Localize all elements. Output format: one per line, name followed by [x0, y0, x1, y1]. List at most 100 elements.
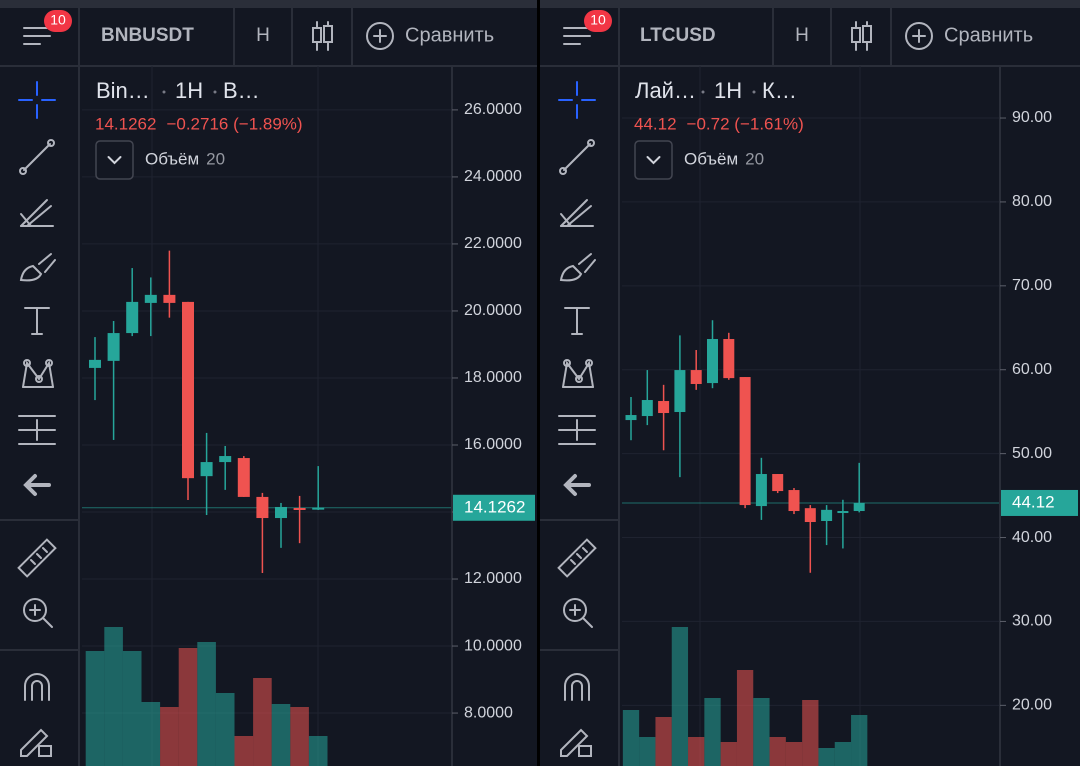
y-tick-label: 40.00 [1012, 529, 1052, 546]
candle-body [707, 339, 718, 384]
fib-tool[interactable] [560, 199, 594, 227]
lock-tool-part [38, 745, 52, 757]
text-tool[interactable] [564, 307, 590, 335]
pattern-tool-part [35, 375, 43, 383]
y-tick-label: 60.00 [1012, 361, 1052, 378]
chart-style-button-part [851, 27, 861, 43]
y-tick-label: 16.0000 [464, 436, 522, 453]
brush-tool[interactable] [19, 253, 56, 282]
zoom-tool-part [563, 598, 587, 622]
chart-style-button[interactable] [312, 21, 333, 51]
menu-button[interactable] [23, 27, 51, 45]
y-tick-label: 30.00 [1012, 613, 1052, 630]
ruler-tool-part [17, 538, 57, 578]
chevron[interactable] [646, 156, 661, 165]
volume-bar [234, 736, 254, 766]
lock-tool[interactable] [560, 728, 592, 757]
candle-body [126, 301, 139, 334]
volume-bar [271, 704, 291, 766]
compare-button[interactable]: Сравнить [405, 24, 494, 46]
candle-body [200, 462, 213, 477]
study-name: Объём [684, 149, 738, 168]
candle-body [237, 458, 250, 497]
magnet-tool[interactable] [24, 673, 50, 701]
study-toggle[interactable] [95, 140, 134, 180]
volume-bar [736, 670, 754, 766]
candle-body [144, 294, 157, 303]
crosshair-tool[interactable] [558, 81, 596, 119]
pattern-tool-part [563, 359, 571, 367]
y-tick-label: 24.0000 [464, 168, 522, 185]
ruler-tool-part [30, 559, 36, 565]
volume-bar [655, 717, 672, 766]
study-toggle[interactable] [634, 140, 673, 180]
chevron-part [646, 156, 661, 165]
chart-panel: 10 BNBUSDT H Сравнить 8.0000 10.0000 12.0000 14… [0, 0, 537, 766]
trendline-tool[interactable] [19, 139, 55, 175]
fib-tool-part [566, 205, 592, 227]
measure-tool[interactable] [18, 415, 56, 445]
lock-tool[interactable] [20, 728, 52, 757]
measure-tool[interactable] [558, 415, 596, 445]
brush-tool[interactable] [559, 253, 596, 282]
compare-button[interactable]: Сравнить [944, 24, 1033, 46]
volume-bar [160, 707, 179, 766]
candle-body [658, 401, 670, 414]
compare-icon[interactable] [905, 22, 933, 50]
pattern-tool[interactable] [562, 359, 594, 388]
trendline-tool-part [587, 139, 595, 147]
volume-bar [704, 698, 721, 766]
fib-tool[interactable] [20, 199, 54, 227]
symbol[interactable]: BNBUSDT [101, 25, 194, 46]
crosshair-tool[interactable] [18, 81, 56, 119]
back-button[interactable] [23, 474, 51, 496]
fib-tool-part [20, 213, 32, 227]
interval-button[interactable]: H [795, 25, 809, 46]
candle-body [772, 474, 784, 492]
ruler-tool-part [36, 553, 42, 559]
candle-body [837, 511, 849, 514]
candle-body [89, 359, 101, 368]
candle-body [739, 377, 751, 506]
y-tick-label: 90.00 [1012, 109, 1052, 126]
brush-tool-part [38, 253, 56, 273]
legend-change: −0.72 (−1.61%) [687, 114, 804, 133]
legend-symbol: Bin… [96, 78, 150, 103]
menu-button[interactable] [563, 27, 591, 45]
ruler-tool[interactable] [557, 538, 597, 578]
chart-style-button-part [312, 27, 322, 43]
pattern-tool-part [585, 359, 593, 367]
volume-bar [720, 742, 737, 766]
text-tool[interactable] [24, 307, 50, 335]
lock-tool-part [560, 728, 589, 757]
brush-tool-part [559, 264, 583, 282]
trendline-tool[interactable] [559, 139, 595, 175]
chart-style-button[interactable] [851, 21, 872, 51]
chevron[interactable] [107, 156, 122, 165]
back-button[interactable] [563, 474, 591, 496]
last-price-label: 14.1262 [464, 497, 525, 516]
candle-body [755, 474, 767, 507]
study-param: 20 [206, 149, 225, 168]
compare-icon[interactable] [366, 22, 394, 50]
interval-button[interactable]: H [256, 25, 270, 46]
trendline-tool-part [559, 167, 567, 175]
symbol[interactable]: LTCUSD [640, 25, 716, 46]
crosshair-tool-part [558, 81, 596, 119]
y-tick-label: 20.00 [1012, 697, 1052, 714]
y-tick-label: 50.00 [1012, 445, 1052, 462]
magnet-tool[interactable] [564, 673, 590, 701]
pattern-tool[interactable] [22, 359, 54, 388]
volume-bar [671, 627, 689, 766]
candle-body [804, 508, 816, 523]
badge [44, 10, 72, 32]
zoom-tool[interactable] [23, 598, 53, 628]
fib-tool-part [560, 199, 588, 227]
legend-exchange: B… [223, 78, 260, 103]
ruler-tool[interactable] [17, 538, 57, 578]
trendline-tool-part [23, 143, 51, 171]
zoom-tool[interactable] [563, 598, 593, 628]
fib-tool-part [26, 205, 52, 227]
